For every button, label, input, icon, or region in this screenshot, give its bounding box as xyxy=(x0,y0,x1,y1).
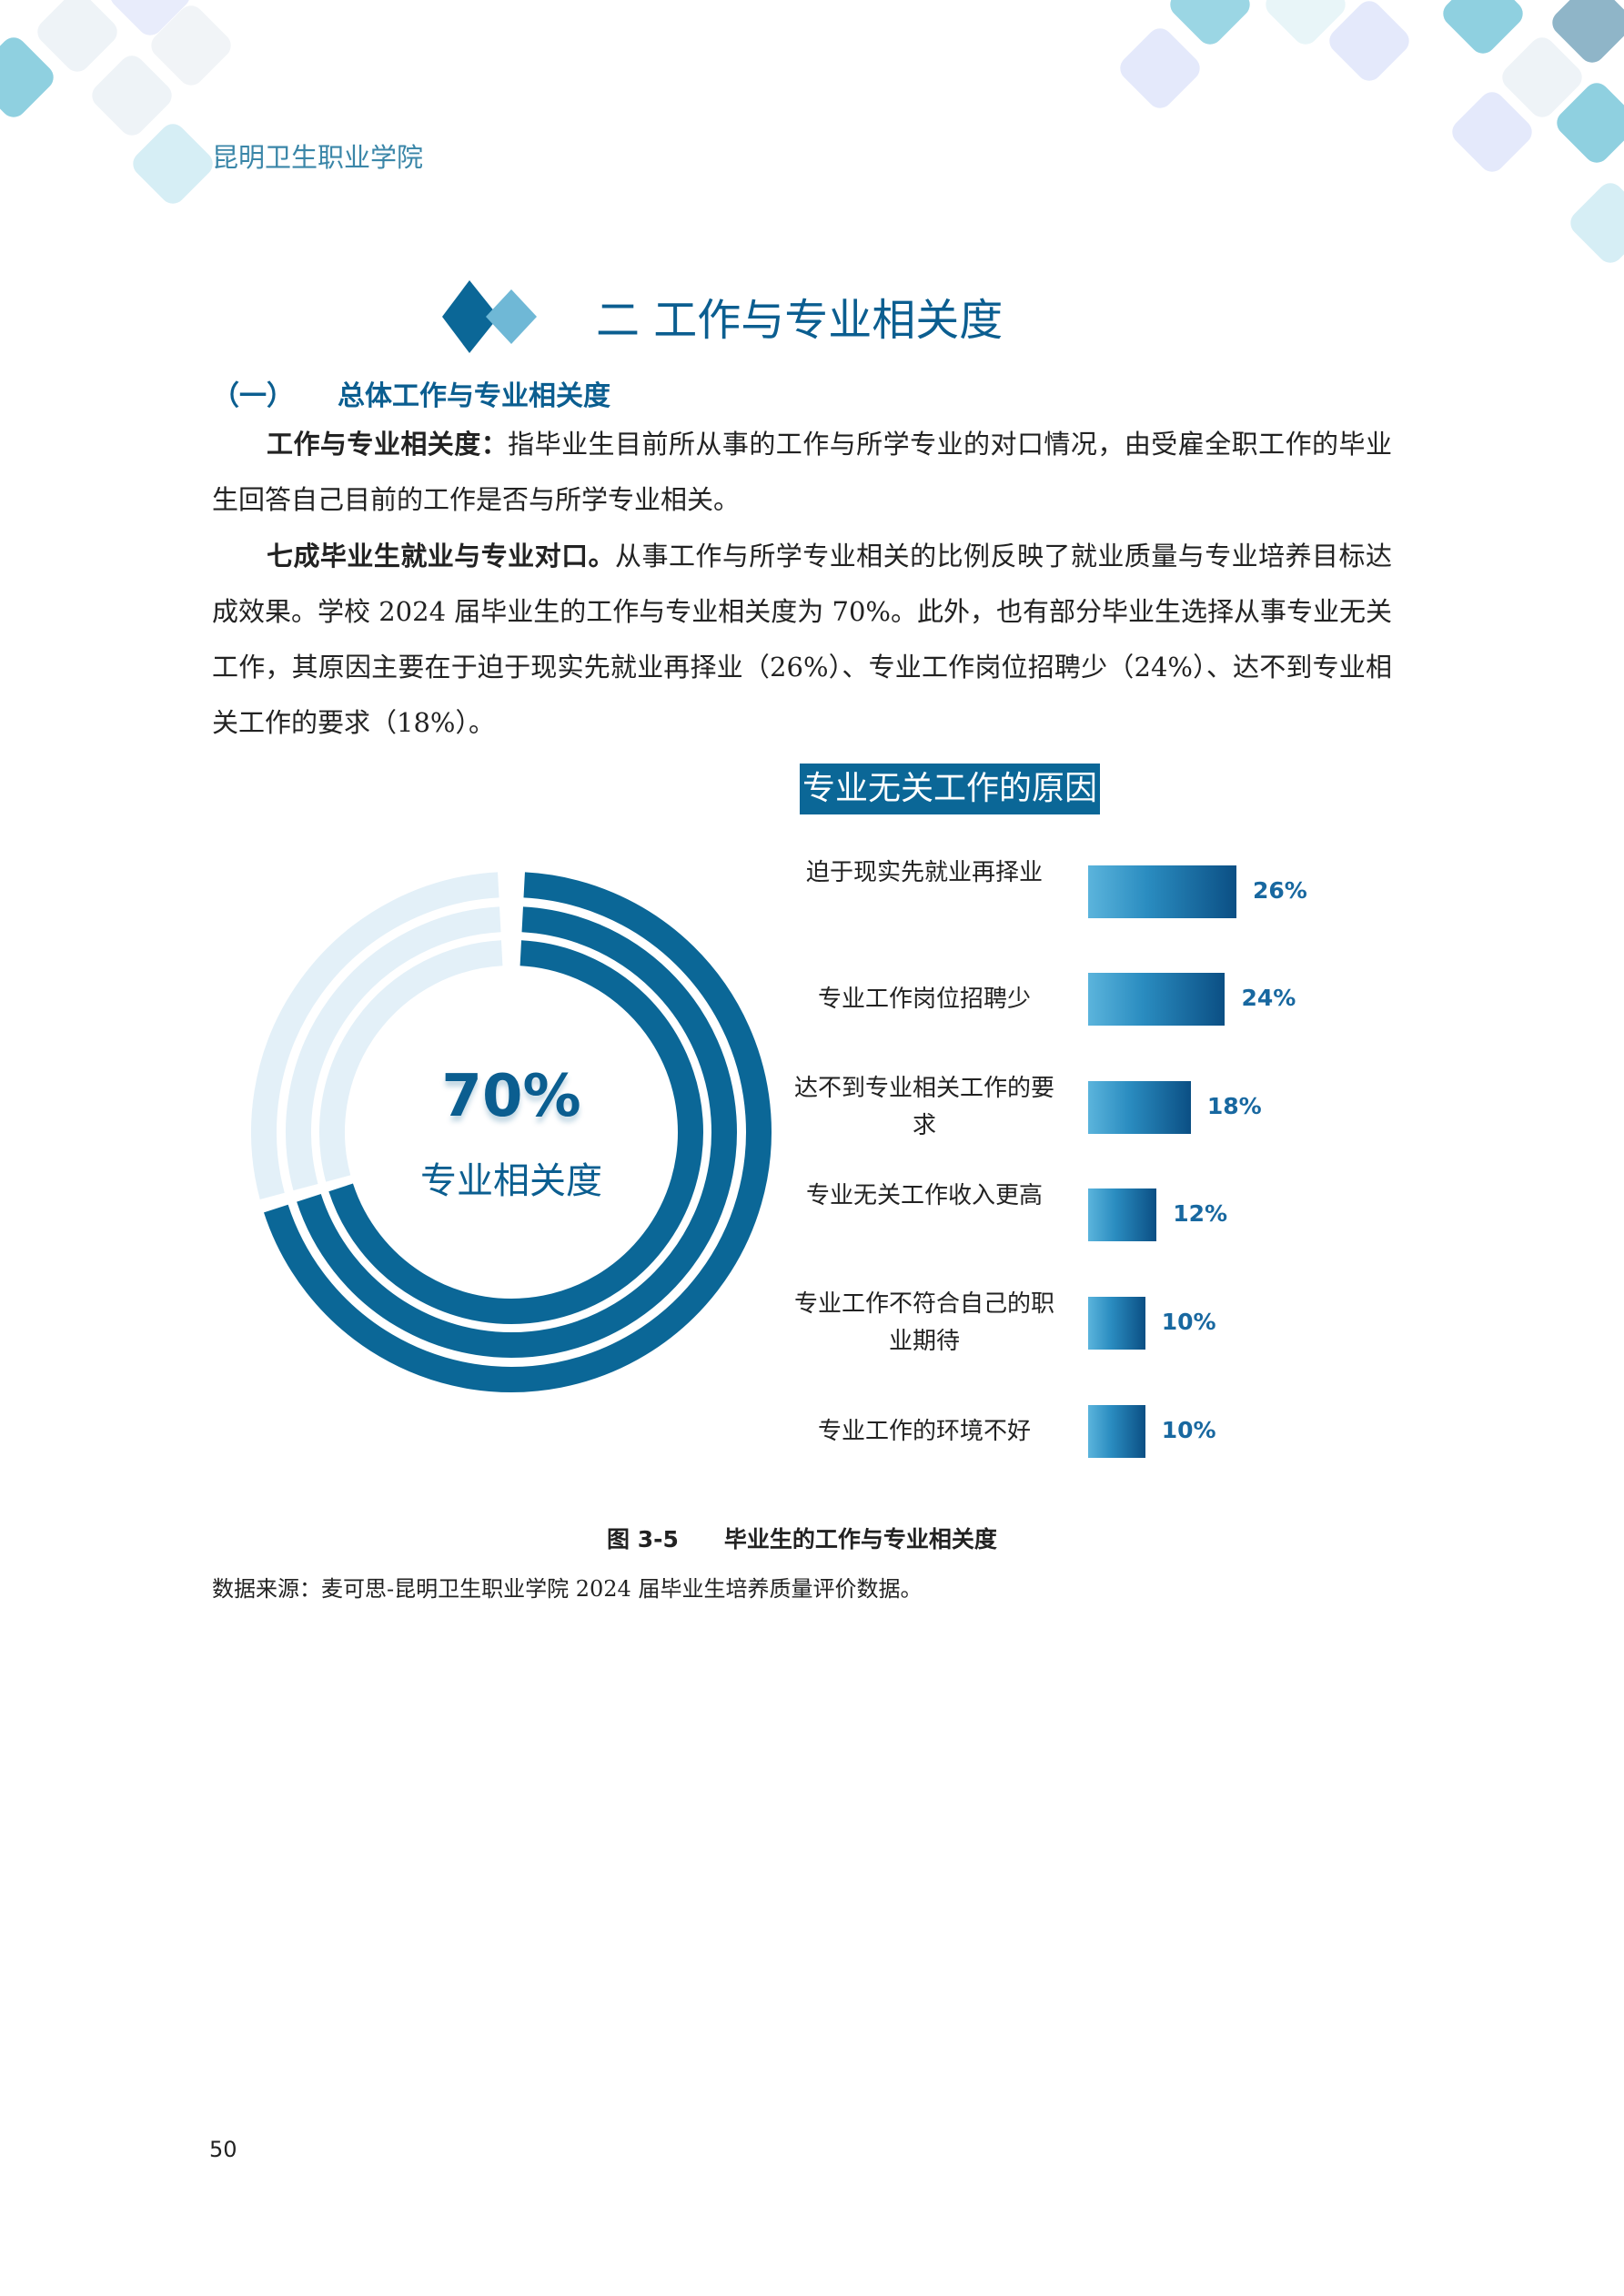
diamond-icon xyxy=(442,280,537,353)
bar-category-label: 达不到专业相关工作的要求 xyxy=(793,1075,1054,1139)
bar xyxy=(1088,1405,1145,1458)
paragraph-text: 指毕业生目前所从事的工作与所学专业的对口情况，由受雇全职工作的毕业生回答自己目前… xyxy=(212,429,1392,515)
bar-value-label: 12% xyxy=(1173,1200,1228,1227)
bar-category-label: 迫于现实先就业再择业 xyxy=(805,859,1043,886)
bar-value-label: 18% xyxy=(1206,1093,1262,1119)
data-source: 数据来源：麦可思-昆明卫生职业学院 2024 届毕业生培养质量评价数据。 xyxy=(212,1576,923,1602)
donut-value: 70% xyxy=(441,1063,581,1130)
page-number: 50 xyxy=(209,2137,237,2162)
bar-value-label: 10% xyxy=(1161,1309,1216,1335)
paragraph: 七成毕业生就业与专业对口。从事工作与所学专业相关的比例反映了就业质量与专业培养目… xyxy=(212,529,1392,751)
subsection-number: （一） xyxy=(212,380,294,412)
donut-filled-arc xyxy=(297,906,737,1358)
bar xyxy=(1088,1297,1145,1350)
bar-value-label: 26% xyxy=(1253,877,1307,904)
bar-value-label: 10% xyxy=(1161,1417,1216,1443)
donut-label: 专业相关度 xyxy=(420,1160,602,1202)
donut-remaining-arc xyxy=(251,872,499,1200)
relevance-donut-chart xyxy=(251,872,772,1392)
bar xyxy=(1088,973,1226,1026)
figure-title: 毕业生的工作与专业相关度 xyxy=(723,1526,997,1553)
school-name: 昆明卫生职业学院 xyxy=(212,142,424,173)
paragraph-lead: 七成毕业生就业与专业对口。 xyxy=(267,541,616,571)
bar xyxy=(1088,1188,1157,1241)
subsection-heading: （一） 总体工作与专业相关度 xyxy=(212,373,610,413)
paragraph: 工作与专业相关度：指毕业生目前所从事的工作与所学专业的对口情况，由受雇全职工作的… xyxy=(212,417,1392,528)
bar xyxy=(1088,865,1237,918)
donut-filled-arc xyxy=(264,872,772,1392)
bar-chart-title: 专业无关工作的原因 xyxy=(800,764,1100,814)
bar-category-label: 专业工作的环境不好 xyxy=(817,1417,1031,1445)
section-title: 二 工作与专业相关度 xyxy=(596,295,1004,346)
paragraph-lead: 工作与专业相关度： xyxy=(267,429,509,460)
bar-value-label: 24% xyxy=(1241,985,1296,1011)
figure-number: 图 3-5 xyxy=(607,1526,679,1553)
subsection-title: 总体工作与专业相关度 xyxy=(338,380,610,412)
bar-category-label: 专业工作岗位招聘少 xyxy=(817,985,1031,1013)
bar-category-label: 专业无关工作收入更高 xyxy=(805,1182,1043,1209)
bar-category-label: 专业工作不符合自己的职业期待 xyxy=(793,1290,1054,1355)
paragraph-text: 从事工作与所学专业相关的比例反映了就业质量与专业培养目标达成效果。学校 2024… xyxy=(212,541,1392,738)
donut-remaining-arc xyxy=(286,906,501,1191)
figure-caption: 图 3-5 毕业生的工作与专业相关度 xyxy=(0,1522,1604,1554)
bar xyxy=(1088,1081,1191,1134)
donut-filled-arc xyxy=(328,940,703,1324)
donut-remaining-arc xyxy=(319,940,503,1182)
